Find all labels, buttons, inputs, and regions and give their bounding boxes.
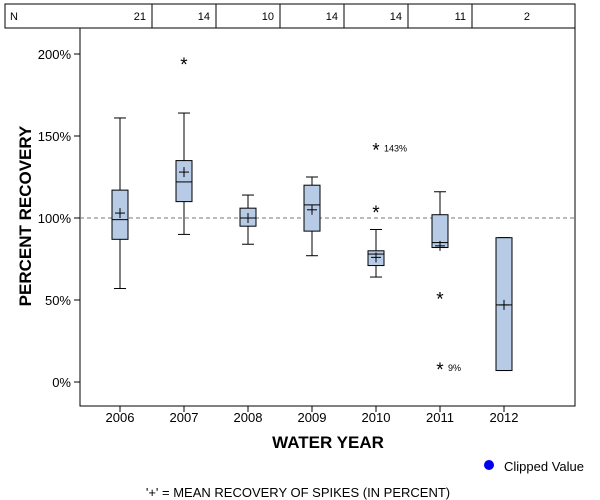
outlier-star: * (436, 290, 444, 311)
box-2007: * (175, 55, 193, 235)
outlier-label: 9% (448, 363, 461, 373)
x-tick-label: 2011 (426, 410, 454, 425)
legend-label: Clipped Value (504, 459, 584, 474)
x-tick-label: 2008 (234, 410, 263, 425)
count-value: 10 (262, 11, 274, 23)
x-tick-label: 2009 (298, 410, 327, 425)
footnote: '+' = MEAN RECOVERY OF SPIKES (IN PERCEN… (146, 485, 450, 500)
y-tick-label: 0% (52, 375, 71, 390)
count-row-label: N (10, 11, 18, 23)
box-2011: * * 9% (431, 191, 461, 381)
count-value: 2 (524, 11, 530, 23)
count-value: 21 (134, 11, 146, 23)
y-tick-label: 150% (38, 129, 72, 144)
x-tick-label: 2007 (170, 410, 199, 425)
count-value: 14 (326, 11, 338, 23)
outlier-star: * (372, 140, 380, 161)
legend-marker (484, 460, 494, 470)
box-2010: * 143% * (367, 140, 407, 278)
count-row: N 21 14 10 14 14 11 2 (4, 3, 576, 29)
y-tick-label: 50% (45, 293, 71, 308)
box-layer: * * 143% * * * 9% (111, 55, 513, 381)
x-tick-label: 2010 (362, 410, 391, 425)
count-row-frame (4, 3, 576, 29)
y-tick-label: 200% (38, 47, 72, 62)
box-2012 (495, 237, 513, 372)
x-tick-label: 2012 (490, 410, 519, 425)
x-tick-label: 2006 (106, 410, 135, 425)
outlier-label: 143% (384, 143, 407, 153)
box-2006 (111, 117, 129, 290)
y-tick-label: 100% (38, 211, 72, 226)
x-axis: 2006 2007 2008 2009 2010 2011 2012 (106, 406, 519, 425)
count-value: 14 (198, 11, 210, 23)
count-value: 11 (455, 11, 466, 23)
iqr-box (175, 160, 193, 203)
plot-frame (79, 27, 576, 407)
outlier-star: * (180, 55, 188, 76)
legend: Clipped Value (484, 459, 584, 474)
y-axis-title: PERCENT RECOVERY (16, 125, 35, 306)
x-axis-title: WATER YEAR (272, 433, 384, 452)
outlier-star: * (436, 360, 444, 381)
count-value: 14 (390, 11, 402, 23)
y-axis: 0% 50% 100% 150% 200% (38, 47, 80, 390)
outlier-star: * (372, 203, 380, 224)
box-2009 (303, 176, 321, 257)
box-2008 (239, 194, 257, 245)
